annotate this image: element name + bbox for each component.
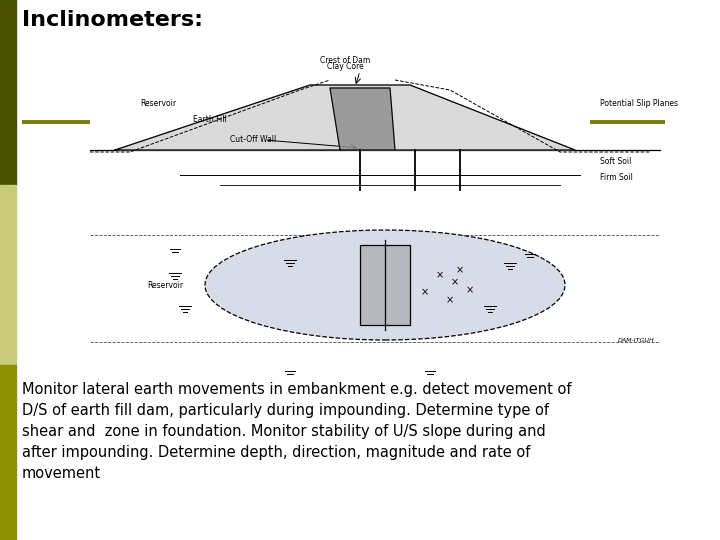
- Text: Inclinometers:: Inclinometers:: [22, 10, 203, 30]
- Text: ×: ×: [466, 285, 474, 295]
- Text: Soft Soil: Soft Soil: [600, 158, 631, 166]
- Text: ×: ×: [421, 287, 429, 297]
- Bar: [360, 245, 410, 325]
- Text: Firm Soil: Firm Soil: [600, 173, 633, 183]
- Text: Monitor lateral earth movements in embankment e.g. detect movement of
D/S of ear: Monitor lateral earth movements in emban…: [22, 382, 572, 481]
- Bar: [0, 365, 16, 540]
- Ellipse shape: [205, 230, 565, 340]
- Text: ×: ×: [456, 265, 464, 275]
- Text: ×: ×: [451, 277, 459, 287]
- Text: DAM-ITGUH: DAM-ITGUH: [618, 338, 655, 342]
- Polygon shape: [115, 85, 575, 150]
- Text: Potential Slip Planes: Potential Slip Planes: [600, 99, 678, 108]
- Text: ×: ×: [436, 270, 444, 280]
- Text: Earth Fill: Earth Fill: [193, 116, 227, 125]
- Bar: [0, 0, 16, 185]
- Text: Cut-Off Wall: Cut-Off Wall: [230, 136, 276, 145]
- Polygon shape: [330, 88, 395, 150]
- Text: ×: ×: [446, 295, 454, 305]
- Text: Clay Core: Clay Core: [327, 62, 364, 71]
- Text: Reservoir: Reservoir: [147, 280, 183, 289]
- Text: Crest of Dam: Crest of Dam: [320, 56, 370, 65]
- Bar: [0, 185, 16, 365]
- Text: Reservoir: Reservoir: [140, 99, 176, 108]
